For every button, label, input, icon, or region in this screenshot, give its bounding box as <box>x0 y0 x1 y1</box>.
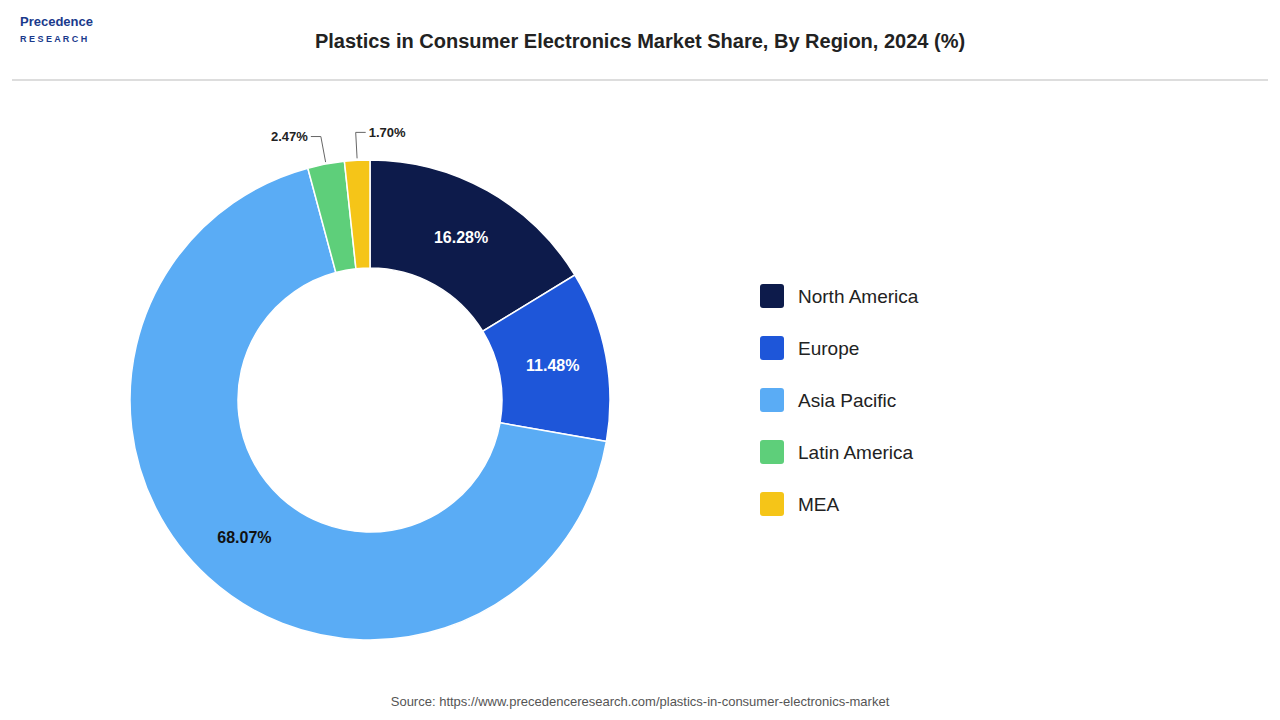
chart-svg: Plastics in Consumer Electronics Market … <box>0 0 1280 720</box>
legend-label: Asia Pacific <box>798 390 896 411</box>
legend-swatch <box>760 440 784 464</box>
background <box>0 0 1280 720</box>
title: Plastics in Consumer Electronics Market … <box>315 30 965 52</box>
data-label: 1.70% <box>369 125 406 140</box>
wedges <box>130 160 610 640</box>
legend-label: North America <box>798 286 919 307</box>
chart-container: Plastics in Consumer Electronics Market … <box>0 0 1280 720</box>
leader-line <box>311 137 326 163</box>
legend-swatch <box>760 284 784 308</box>
donut-wedge <box>344 160 370 269</box>
leader-line <box>356 132 366 158</box>
legend-swatch <box>760 388 784 412</box>
data-label: 2.47% <box>271 129 308 144</box>
donut-wedge <box>483 275 610 441</box>
legend-swatch <box>760 336 784 360</box>
data-label: 16.28% <box>434 229 488 246</box>
legend-label: Latin America <box>798 442 914 463</box>
source-note: Source: https://www.precedenceresearch.c… <box>391 694 890 709</box>
legend-swatch <box>760 492 784 516</box>
data-label: 11.48% <box>526 357 579 374</box>
separator <box>12 80 1268 81</box>
legend-label: MEA <box>798 494 840 515</box>
logo-text: Precedence <box>20 14 93 29</box>
data-label: 68.07% <box>217 529 271 546</box>
logo-subtext: R E S E A R C H <box>20 34 87 44</box>
legend: North America Europe Asia Pacific Latin Ame… <box>760 284 919 516</box>
data-labels: 16.28% 11.48% 68.07% 2.47% 1.70% <box>217 125 579 546</box>
legend-label: Europe <box>798 338 859 359</box>
